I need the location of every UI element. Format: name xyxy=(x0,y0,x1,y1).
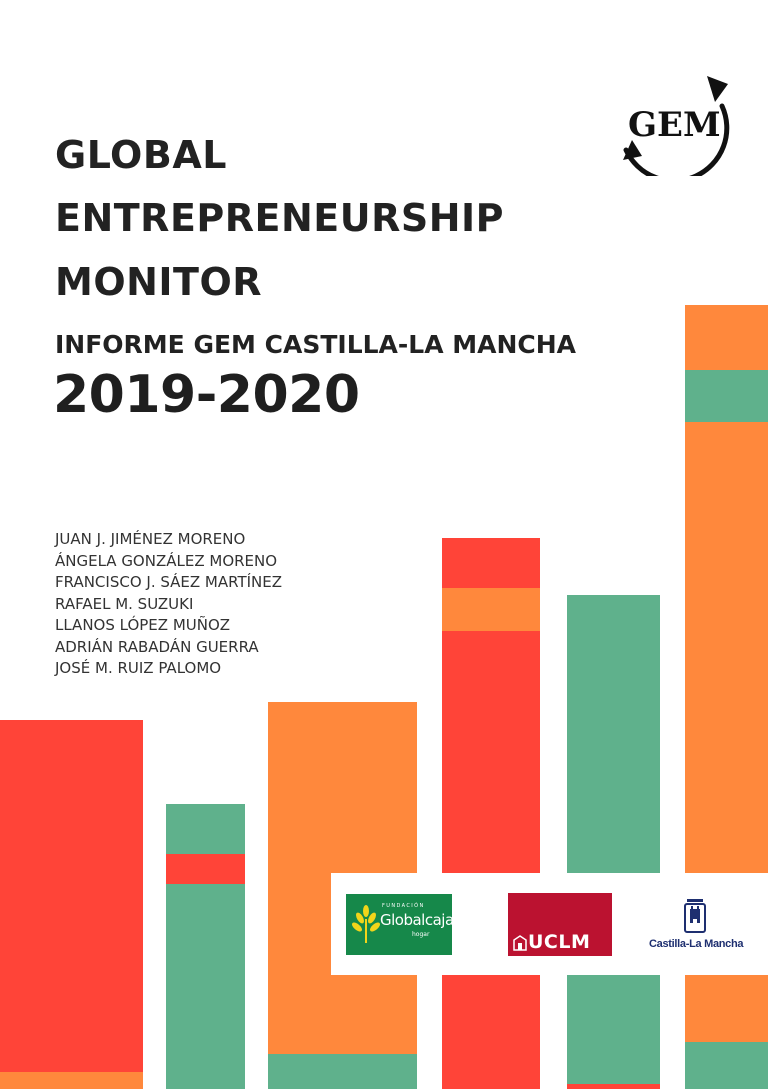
uclm-crest-icon xyxy=(513,935,527,951)
author-name: ADRIÁN RABADÁN GUERRA xyxy=(55,637,259,656)
bar-5-segment xyxy=(567,1084,660,1089)
bar-4-segment xyxy=(442,631,540,1089)
castle-crest-icon xyxy=(684,899,706,933)
uclm-name: UCLM xyxy=(528,931,591,953)
globalcaja-logo: FUNDACIÓN Globalcaja hogar xyxy=(346,894,454,955)
title-line-2: ENTREPRENEURSHIP xyxy=(55,196,505,240)
wheat-icon xyxy=(352,905,380,943)
uclm-logo: UCLM xyxy=(508,893,612,956)
castilla-la-mancha-logo: Castilla-La Mancha xyxy=(649,891,744,961)
author-list: JUAN J. JIMÉNEZ MORENO ÁNGELA GONZÁLEZ M… xyxy=(55,529,282,680)
author-name: FRANCISCO J. SÁEZ MARTÍNEZ xyxy=(55,573,283,591)
bar-3-segment xyxy=(268,1054,417,1089)
bar-1-segment xyxy=(0,1072,143,1089)
gem-logo: GEM xyxy=(620,72,732,184)
bar-6-segment xyxy=(685,370,768,422)
bar-4-segment xyxy=(442,538,540,588)
author-name: JUAN J. JIMÉNEZ MORENO xyxy=(55,530,246,548)
globalcaja-sub-label: hogar xyxy=(412,931,430,938)
globalcaja-foundation-label: FUNDACIÓN xyxy=(382,903,425,909)
title-line-1: GLOBAL xyxy=(55,133,227,177)
gem-logo-text: GEM xyxy=(628,105,721,145)
bar-2-segment xyxy=(166,884,245,1089)
report-year: 2019-2020 xyxy=(53,365,360,425)
bar-2-segment xyxy=(166,854,245,884)
sponsor-logo-strip: FUNDACIÓN Globalcaja hogar UCLM Castilla… xyxy=(331,873,768,975)
castilla-la-mancha-name: Castilla-La Mancha xyxy=(649,938,744,950)
author-name: RAFAEL M. SUZUKI xyxy=(55,594,194,613)
author-name: LLANOS LÓPEZ MUÑOZ xyxy=(55,616,231,634)
bar-4-segment xyxy=(442,588,540,631)
bar-6-segment xyxy=(685,1042,768,1089)
globalcaja-name: Globalcaja xyxy=(380,911,454,929)
author-name: ÁNGELA GONZÁLEZ MORENO xyxy=(55,551,278,570)
report-subtitle: INFORME GEM CASTILLA-LA MANCHA xyxy=(55,330,577,359)
title-line-3: MONITOR xyxy=(55,260,263,304)
bar-5-segment xyxy=(567,595,660,1084)
bar-1-segment xyxy=(0,720,143,1072)
bar-6-segment xyxy=(685,305,768,370)
bar-2-segment xyxy=(166,804,245,854)
author-name: JOSÉ M. RUIZ PALOMO xyxy=(55,659,222,677)
gem-arrow-icon: GEM xyxy=(623,76,730,184)
